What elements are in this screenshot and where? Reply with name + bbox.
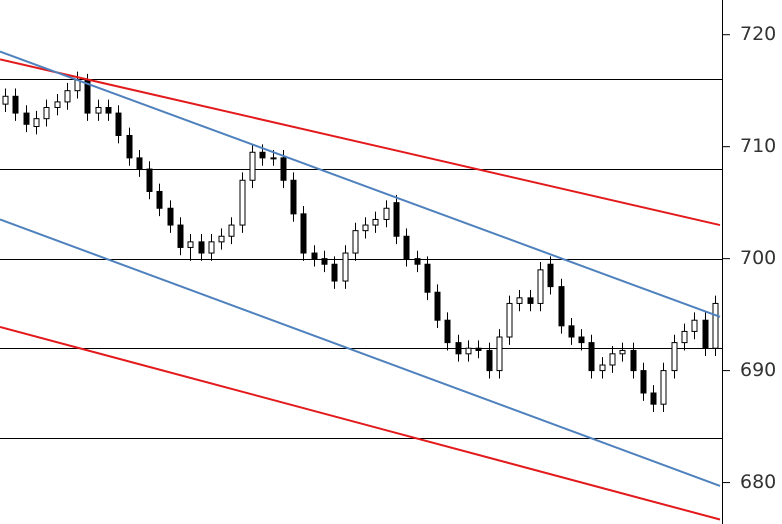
- candle-body: [290, 179, 297, 215]
- candle-body: [218, 235, 225, 243]
- candle-body: [300, 213, 307, 254]
- trend-line: [0, 325, 721, 521]
- candle-body: [167, 207, 174, 226]
- plot: [0, 50, 722, 521]
- candle-body: [609, 353, 616, 366]
- candle-body: [403, 235, 410, 260]
- candle-body: [23, 112, 30, 125]
- candle-body: [362, 224, 369, 232]
- candle-body: [321, 258, 328, 265]
- y-tick-label: 700: [740, 247, 776, 269]
- candle-body: [516, 297, 523, 304]
- candle-body: [660, 370, 667, 405]
- candle-body: [547, 263, 554, 288]
- candle-body: [2, 95, 9, 105]
- candle-body: [588, 342, 595, 372]
- candle-body: [671, 342, 678, 372]
- candle-body: [681, 330, 688, 344]
- candle-body: [558, 286, 565, 327]
- candle-body: [444, 319, 451, 344]
- candle-body: [126, 134, 133, 159]
- candle-body: [156, 190, 163, 209]
- candle-body: [270, 157, 277, 160]
- candle-body: [105, 106, 112, 114]
- candle-body: [372, 218, 379, 226]
- candle-body: [537, 269, 544, 304]
- y-tick-label: 690: [740, 359, 776, 381]
- candle-body: [424, 263, 431, 293]
- y-tick-label: 710: [740, 135, 776, 157]
- candle-body: [506, 302, 513, 338]
- candle-body: [146, 168, 153, 192]
- candle-body: [115, 112, 122, 136]
- y-tick-label: 720: [740, 23, 776, 45]
- candle-body: [568, 325, 575, 338]
- trend-line: [0, 58, 721, 227]
- candle-body: [352, 230, 359, 254]
- candle-body: [578, 336, 585, 344]
- candle-body: [136, 157, 143, 170]
- candle-body: [198, 241, 205, 254]
- candle-body: [475, 347, 482, 351]
- candle-body: [311, 252, 318, 260]
- candle-body: [249, 151, 256, 181]
- candle-body: [599, 364, 606, 372]
- candle-body: [33, 118, 40, 128]
- candle-body: [465, 347, 472, 355]
- candle-body: [228, 224, 235, 237]
- trend-line: [0, 50, 721, 318]
- candle-body: [486, 349, 493, 372]
- candle-body: [434, 291, 441, 321]
- candle-body: [383, 207, 390, 220]
- candle-body: [414, 258, 421, 265]
- candle-body: [43, 106, 50, 120]
- candle-body: [712, 302, 719, 349]
- candle-body: [54, 101, 61, 108]
- candle-body: [702, 319, 709, 349]
- candle-body: [208, 241, 215, 254]
- candle-body: [331, 263, 338, 282]
- candle-body: [187, 241, 194, 248]
- candle-body: [64, 90, 71, 103]
- candle-body: [393, 202, 400, 237]
- candle-body: [95, 106, 102, 114]
- candle-body: [12, 95, 19, 114]
- candle-body: [259, 151, 266, 159]
- candle-body: [280, 157, 287, 181]
- candle-body: [239, 179, 246, 226]
- candle-body: [527, 297, 534, 304]
- trend-line: [0, 218, 721, 487]
- candle-body: [650, 392, 657, 405]
- y-tick-label: 680: [740, 471, 776, 493]
- candle-body: [455, 342, 462, 355]
- candle-body: [619, 349, 626, 355]
- candle-body: [640, 370, 647, 394]
- candle-body: [630, 349, 637, 372]
- candle-body: [177, 224, 184, 248]
- candle-body: [691, 319, 698, 332]
- candle-body: [342, 252, 349, 282]
- candle-body: [496, 336, 503, 372]
